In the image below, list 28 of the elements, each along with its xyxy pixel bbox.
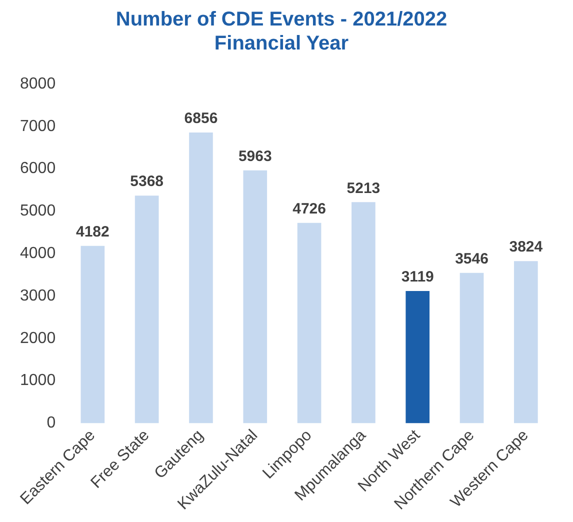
y-tick-label: 3000 [20, 287, 56, 304]
data-label: 5213 [346, 180, 380, 197]
chart-title: Number of CDE Events - 2021/2022 Financial Year [116, 8, 448, 55]
bar [352, 202, 376, 424]
bar [406, 290, 430, 424]
data-label: 4726 [292, 200, 326, 218]
y-tick-label: 8000 [20, 75, 56, 92]
bar [460, 272, 484, 424]
data-label: 3119 [401, 268, 434, 286]
y-tick-label: 7000 [20, 118, 56, 135]
bar [243, 170, 268, 424]
bar [514, 261, 538, 424]
y-tick-label: 0 [46, 414, 56, 432]
bar [297, 222, 322, 424]
bar [134, 196, 159, 424]
y-tick-label: 1000 [20, 372, 56, 390]
y-tick-label: 2000 [20, 330, 56, 347]
y-tick-label: 4000 [20, 245, 56, 262]
data-label: 5963 [238, 148, 272, 166]
data-label: 5368 [130, 173, 164, 190]
y-tick-label: 6000 [20, 160, 56, 178]
data-label: 3824 [509, 238, 544, 256]
bar [80, 246, 105, 424]
y-tick-label: 5000 [20, 202, 56, 220]
data-label: 3546 [455, 250, 488, 268]
bar [189, 132, 213, 424]
data-label: 4182 [76, 224, 110, 241]
data-label: 6856 [184, 110, 218, 128]
